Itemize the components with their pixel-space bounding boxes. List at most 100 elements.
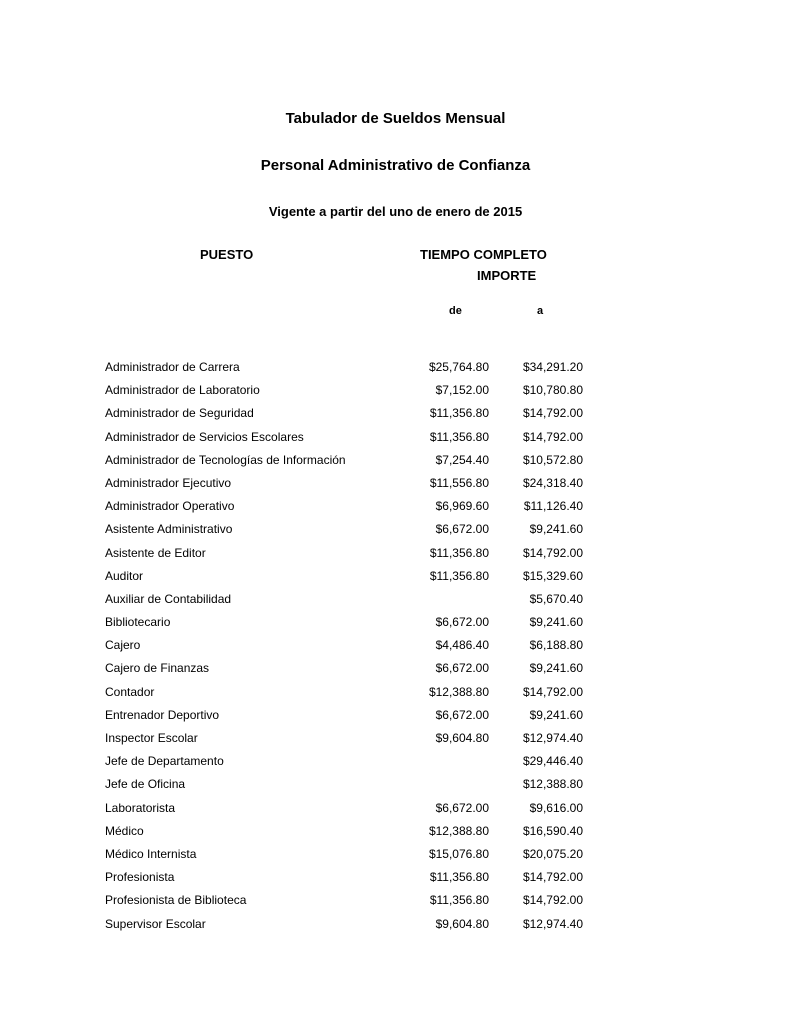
cell-de: $11,356.80 (415, 894, 503, 906)
table-row: Médico$12,388.80$16,590.40 (105, 825, 686, 837)
cell-puesto: Auditor (105, 570, 415, 582)
cell-a: $24,318.40 (503, 477, 591, 489)
cell-a: $14,792.00 (503, 871, 591, 883)
cell-de: $4,486.40 (415, 639, 503, 651)
page-title-1: Tabulador de Sueldos Mensual (105, 110, 686, 127)
cell-puesto: Bibliotecario (105, 616, 415, 628)
table-row: Médico Internista$15,076.80$20,075.20 (105, 848, 686, 860)
table-row: Jefe de Oficina$12,388.80 (105, 778, 686, 790)
column-header-importe: IMPORTE (105, 268, 686, 283)
cell-puesto: Asistente Administrativo (105, 523, 415, 535)
cell-puesto: Cajero de Finanzas (105, 662, 415, 674)
table-row: Profesionista$11,356.80$14,792.00 (105, 871, 686, 883)
cell-a: $14,792.00 (503, 686, 591, 698)
table-row: Asistente Administrativo$6,672.00$9,241.… (105, 523, 686, 535)
cell-puesto: Jefe de Departamento (105, 755, 415, 767)
cell-de: $11,356.80 (415, 431, 503, 443)
column-subheader-a: a (537, 305, 686, 317)
cell-de: $9,604.80 (415, 918, 503, 930)
cell-a: $14,792.00 (503, 431, 591, 443)
cell-puesto: Auxiliar de Contabilidad (105, 593, 415, 605)
cell-de: $6,672.00 (415, 802, 503, 814)
cell-puesto: Cajero (105, 639, 415, 651)
table-row: Administrador de Seguridad$11,356.80$14,… (105, 407, 686, 419)
cell-a: $14,792.00 (503, 894, 591, 906)
cell-a: $9,241.60 (503, 523, 591, 535)
cell-de: $12,388.80 (415, 825, 503, 837)
cell-puesto: Laboratorista (105, 802, 415, 814)
cell-puesto: Administrador Ejecutivo (105, 477, 415, 489)
cell-de: $12,388.80 (415, 686, 503, 698)
cell-puesto: Médico Internista (105, 848, 415, 860)
cell-puesto: Administrador Operativo (105, 500, 415, 512)
table-row: Administrador Operativo$6,969.60$11,126.… (105, 500, 686, 512)
table-row: Cajero$4,486.40$6,188.80 (105, 639, 686, 651)
column-subheader-de: de (449, 305, 537, 317)
cell-puesto: Administrador de Servicios Escolares (105, 431, 415, 443)
cell-puesto: Jefe de Oficina (105, 778, 415, 790)
cell-a: $20,075.20 (503, 848, 591, 860)
salary-table-body: Administrador de Carrera$25,764.80$34,29… (105, 361, 686, 930)
cell-a: $29,446.40 (503, 755, 591, 767)
table-row: Bibliotecario$6,672.00$9,241.60 (105, 616, 686, 628)
cell-de: $15,076.80 (415, 848, 503, 860)
cell-puesto: Inspector Escolar (105, 732, 415, 744)
cell-puesto: Entrenador Deportivo (105, 709, 415, 721)
table-row: Administrador de Servicios Escolares$11,… (105, 431, 686, 443)
cell-a: $9,616.00 (503, 802, 591, 814)
cell-a: $12,974.40 (503, 918, 591, 930)
table-row: Asistente de Editor$11,356.80$14,792.00 (105, 547, 686, 559)
cell-a: $5,670.40 (503, 593, 591, 605)
cell-a: $14,792.00 (503, 547, 591, 559)
table-row: Laboratorista$6,672.00$9,616.00 (105, 802, 686, 814)
cell-a: $14,792.00 (503, 407, 591, 419)
subheader-spacer (105, 305, 449, 317)
cell-de (415, 593, 503, 605)
cell-puesto: Supervisor Escolar (105, 918, 415, 930)
cell-a: $9,241.60 (503, 709, 591, 721)
table-row: Auxiliar de Contabilidad $5,670.40 (105, 593, 686, 605)
table-row: Administrador de Laboratorio$7,152.00$10… (105, 384, 686, 396)
table-row: Profesionista de Biblioteca$11,356.80$14… (105, 894, 686, 906)
cell-a: $6,188.80 (503, 639, 591, 651)
table-row: Contador$12,388.80$14,792.00 (105, 686, 686, 698)
cell-de: $25,764.80 (415, 361, 503, 373)
cell-a: $9,241.60 (503, 616, 591, 628)
cell-a: $34,291.20 (503, 361, 591, 373)
cell-a: $16,590.40 (503, 825, 591, 837)
cell-de: $11,356.80 (415, 407, 503, 419)
cell-de: $11,556.80 (415, 477, 503, 489)
table-row: Administrador Ejecutivo$11,556.80$24,318… (105, 477, 686, 489)
cell-a: $11,126.40 (503, 500, 591, 512)
cell-de: $11,356.80 (415, 547, 503, 559)
table-row: Entrenador Deportivo$6,672.00$9,241.60 (105, 709, 686, 721)
cell-puesto: Administrador de Laboratorio (105, 384, 415, 396)
cell-de (415, 755, 503, 767)
cell-de: $6,969.60 (415, 500, 503, 512)
cell-de: $11,356.80 (415, 871, 503, 883)
column-header-tiempo: TIEMPO COMPLETO (410, 247, 686, 262)
table-row: Cajero de Finanzas$6,672.00$9,241.60 (105, 662, 686, 674)
table-row: Auditor$11,356.80$15,329.60 (105, 570, 686, 582)
cell-puesto: Asistente de Editor (105, 547, 415, 559)
cell-a: $10,572.80 (503, 454, 591, 466)
page-subtitle: Vigente a partir del uno de enero de 201… (105, 204, 686, 219)
cell-a: $15,329.60 (503, 570, 591, 582)
table-row: Administrador de Tecnologías de Informac… (105, 454, 686, 466)
cell-puesto: Profesionista (105, 871, 415, 883)
cell-puesto: Administrador de Tecnologías de Informac… (105, 454, 415, 466)
cell-de: $11,356.80 (415, 570, 503, 582)
page-title-2: Personal Administrativo de Confianza (105, 157, 686, 174)
cell-a: $10,780.80 (503, 384, 591, 396)
cell-a: $12,974.40 (503, 732, 591, 744)
cell-de (415, 778, 503, 790)
table-row: Jefe de Departamento $29,446.40 (105, 755, 686, 767)
table-row: Administrador de Carrera$25,764.80$34,29… (105, 361, 686, 373)
cell-de: $6,672.00 (415, 523, 503, 535)
cell-de: $6,672.00 (415, 662, 503, 674)
cell-de: $7,254.40 (415, 454, 503, 466)
cell-de: $6,672.00 (415, 709, 503, 721)
column-header-puesto: PUESTO (105, 247, 410, 262)
cell-puesto: Administrador de Seguridad (105, 407, 415, 419)
cell-puesto: Administrador de Carrera (105, 361, 415, 373)
